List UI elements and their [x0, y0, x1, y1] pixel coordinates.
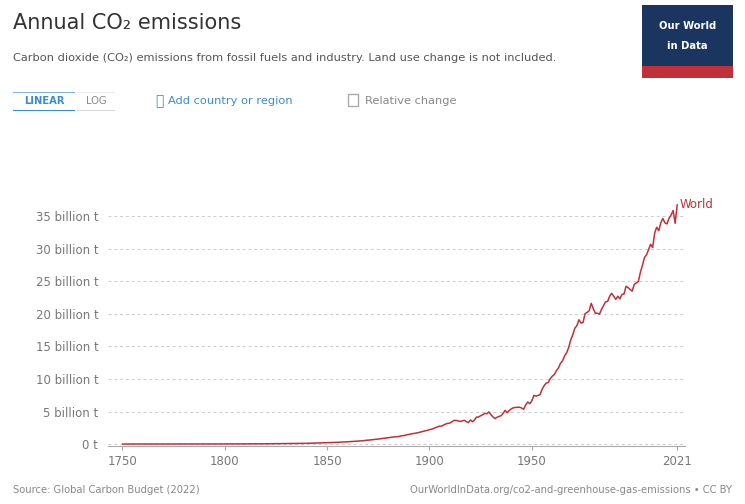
- FancyBboxPatch shape: [74, 92, 118, 111]
- Text: Annual CO₂ emissions: Annual CO₂ emissions: [13, 13, 241, 33]
- Text: World: World: [679, 198, 714, 211]
- Text: OurWorldInData.org/co2-and-greenhouse-gas-emissions • CC BY: OurWorldInData.org/co2-and-greenhouse-ga…: [410, 485, 732, 495]
- FancyBboxPatch shape: [348, 94, 358, 106]
- Text: Source: Global Carbon Budget (2022): Source: Global Carbon Budget (2022): [13, 485, 200, 495]
- Text: Our World: Our World: [659, 21, 716, 31]
- Text: LOG: LOG: [86, 96, 107, 106]
- Text: Relative change: Relative change: [365, 96, 457, 106]
- Text: in Data: in Data: [668, 41, 708, 51]
- FancyBboxPatch shape: [10, 92, 77, 111]
- Text: Carbon dioxide (CO₂) emissions from fossil fuels and industry. Land use change i: Carbon dioxide (CO₂) emissions from foss…: [13, 53, 557, 63]
- Text: LINEAR: LINEAR: [24, 96, 64, 106]
- Text: Add country or region: Add country or region: [168, 96, 293, 106]
- Text: ➕: ➕: [155, 94, 163, 108]
